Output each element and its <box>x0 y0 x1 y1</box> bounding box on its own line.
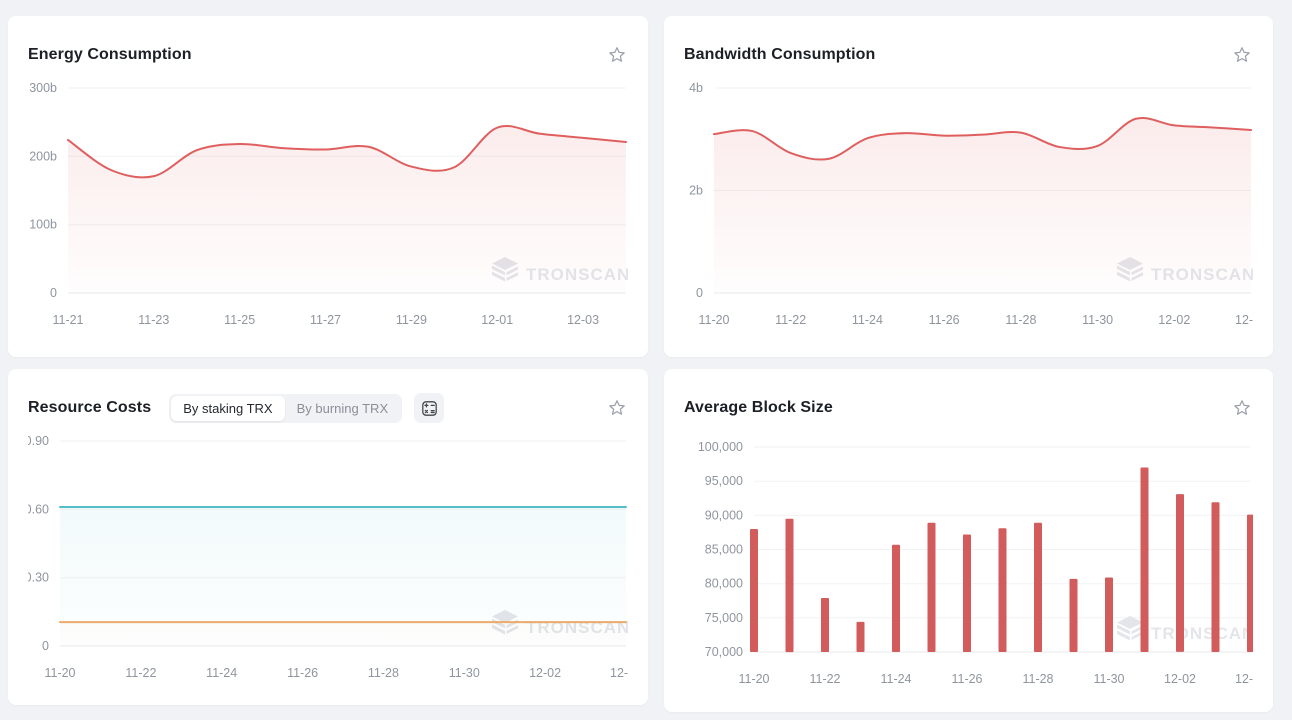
resource-costs-chart: 0 0.30 0.60 0.90 11-20 11-22 11-24 11-26 11-28 11… <box>25 431 642 688</box>
svg-text:0: 0 <box>50 286 57 300</box>
svg-text:11-26: 11-26 <box>951 672 982 686</box>
svg-text:80,000: 80,000 <box>705 577 743 591</box>
svg-text:11-27: 11-27 <box>310 313 341 327</box>
svg-text:300b: 300b <box>29 81 57 95</box>
svg-text:11-23: 11-23 <box>138 313 169 327</box>
svg-text:11-30: 11-30 <box>1093 672 1124 686</box>
header-left: Resource Costs By staking TRX By burning… <box>28 393 445 423</box>
svg-text:TRONSCAN: TRONSCAN <box>1151 624 1253 643</box>
svg-text:12-04: 12-04 <box>1235 313 1253 327</box>
svg-text:0.30: 0.30 <box>28 571 49 585</box>
svg-text:200b: 200b <box>29 149 57 163</box>
favorite-star-icon[interactable] <box>1231 397 1253 419</box>
tronscan-watermark: TRONSCAN <box>1117 616 1254 643</box>
favorite-star-icon[interactable] <box>606 397 628 419</box>
svg-text:11-25: 11-25 <box>224 313 255 327</box>
card-title-block-size: Average Block Size <box>684 399 833 416</box>
svg-text:11-20: 11-20 <box>698 313 729 327</box>
energy-consumption-card: Energy Consumption 0 100b 200b 300b 11-21 11-… <box>8 16 648 357</box>
svg-text:12-01: 12-01 <box>481 313 513 327</box>
svg-text:11-26: 11-26 <box>287 666 318 680</box>
resource-costs-card: Resource Costs By staking TRX By burning… <box>8 369 648 705</box>
toggle-by-staking-trx[interactable]: By staking TRX <box>171 395 285 421</box>
svg-text:11-24: 11-24 <box>880 672 911 686</box>
bandwidth-consumption-chart: 0 2b 4b 11-20 11-22 11-24 11-26 11-28 11-30 12-02… <box>684 78 1267 335</box>
resource-costs-toggle: By staking TRX By burning TRX <box>169 393 403 423</box>
card-header: Average Block Size <box>684 393 1253 423</box>
svg-text:100b: 100b <box>29 218 57 232</box>
svg-text:11-30: 11-30 <box>1082 313 1113 327</box>
svg-text:90,000: 90,000 <box>705 508 743 522</box>
svg-text:4b: 4b <box>689 81 703 95</box>
svg-text:0.90: 0.90 <box>28 434 49 448</box>
svg-text:12-02: 12-02 <box>1158 313 1190 327</box>
svg-text:11-24: 11-24 <box>206 666 237 680</box>
card-header: Energy Consumption <box>28 40 628 70</box>
svg-text:12-02: 12-02 <box>529 666 561 680</box>
svg-text:0.60: 0.60 <box>28 502 49 516</box>
card-title-bandwidth: Bandwidth Consumption <box>684 46 876 63</box>
svg-text:95,000: 95,000 <box>705 474 743 488</box>
svg-text:11-28: 11-28 <box>1005 313 1036 327</box>
svg-text:0: 0 <box>42 639 49 653</box>
bandwidth-consumption-card: Bandwidth Consumption 0 2b 4b 11-20 11-22 11-… <box>664 16 1273 357</box>
svg-text:11-28: 11-28 <box>368 666 399 680</box>
toggle-by-burning-trx[interactable]: By burning TRX <box>285 396 401 421</box>
card-title-resource: Resource Costs <box>28 399 152 416</box>
energy-consumption-chart: 0 100b 200b 300b 11-21 11-23 11-25 11-27 11-29 12… <box>28 78 629 335</box>
svg-text:75,000: 75,000 <box>705 611 743 625</box>
svg-text:11-21: 11-21 <box>52 313 83 327</box>
svg-text:100,000: 100,000 <box>698 440 743 454</box>
svg-text:11-24: 11-24 <box>852 313 883 327</box>
card-header: Resource Costs By staking TRX By burning… <box>28 393 628 423</box>
svg-text:0: 0 <box>696 286 703 300</box>
card-title-energy: Energy Consumption <box>28 46 192 63</box>
svg-text:70,000: 70,000 <box>705 645 743 659</box>
svg-text:11-20: 11-20 <box>44 666 75 680</box>
average-block-size-chart: 70,000 75,000 80,000 85,000 90,000 95,000 100,… <box>684 437 1267 694</box>
svg-text:12-04: 12-04 <box>1235 672 1253 686</box>
svg-text:11-28: 11-28 <box>1022 672 1053 686</box>
svg-text:11-26: 11-26 <box>929 313 960 327</box>
calculator-icon <box>421 400 438 417</box>
favorite-star-icon[interactable] <box>606 44 628 66</box>
svg-text:2b: 2b <box>689 184 703 198</box>
svg-text:11-22: 11-22 <box>775 313 806 327</box>
calculator-button[interactable] <box>414 393 445 423</box>
svg-text:85,000: 85,000 <box>705 543 743 557</box>
average-block-size-card: Average Block Size 70,000 75,000 80,000 85,… <box>664 369 1273 712</box>
svg-text:11-22: 11-22 <box>125 666 156 680</box>
svg-text:11-29: 11-29 <box>396 313 427 327</box>
svg-text:11-22: 11-22 <box>809 672 840 686</box>
svg-text:11-20: 11-20 <box>738 672 769 686</box>
card-header: Bandwidth Consumption <box>684 40 1253 70</box>
svg-text:12-02: 12-02 <box>1164 672 1196 686</box>
svg-text:11-30: 11-30 <box>449 666 480 680</box>
svg-text:12-04: 12-04 <box>610 666 628 680</box>
favorite-star-icon[interactable] <box>1231 44 1253 66</box>
svg-text:12-03: 12-03 <box>567 313 599 327</box>
